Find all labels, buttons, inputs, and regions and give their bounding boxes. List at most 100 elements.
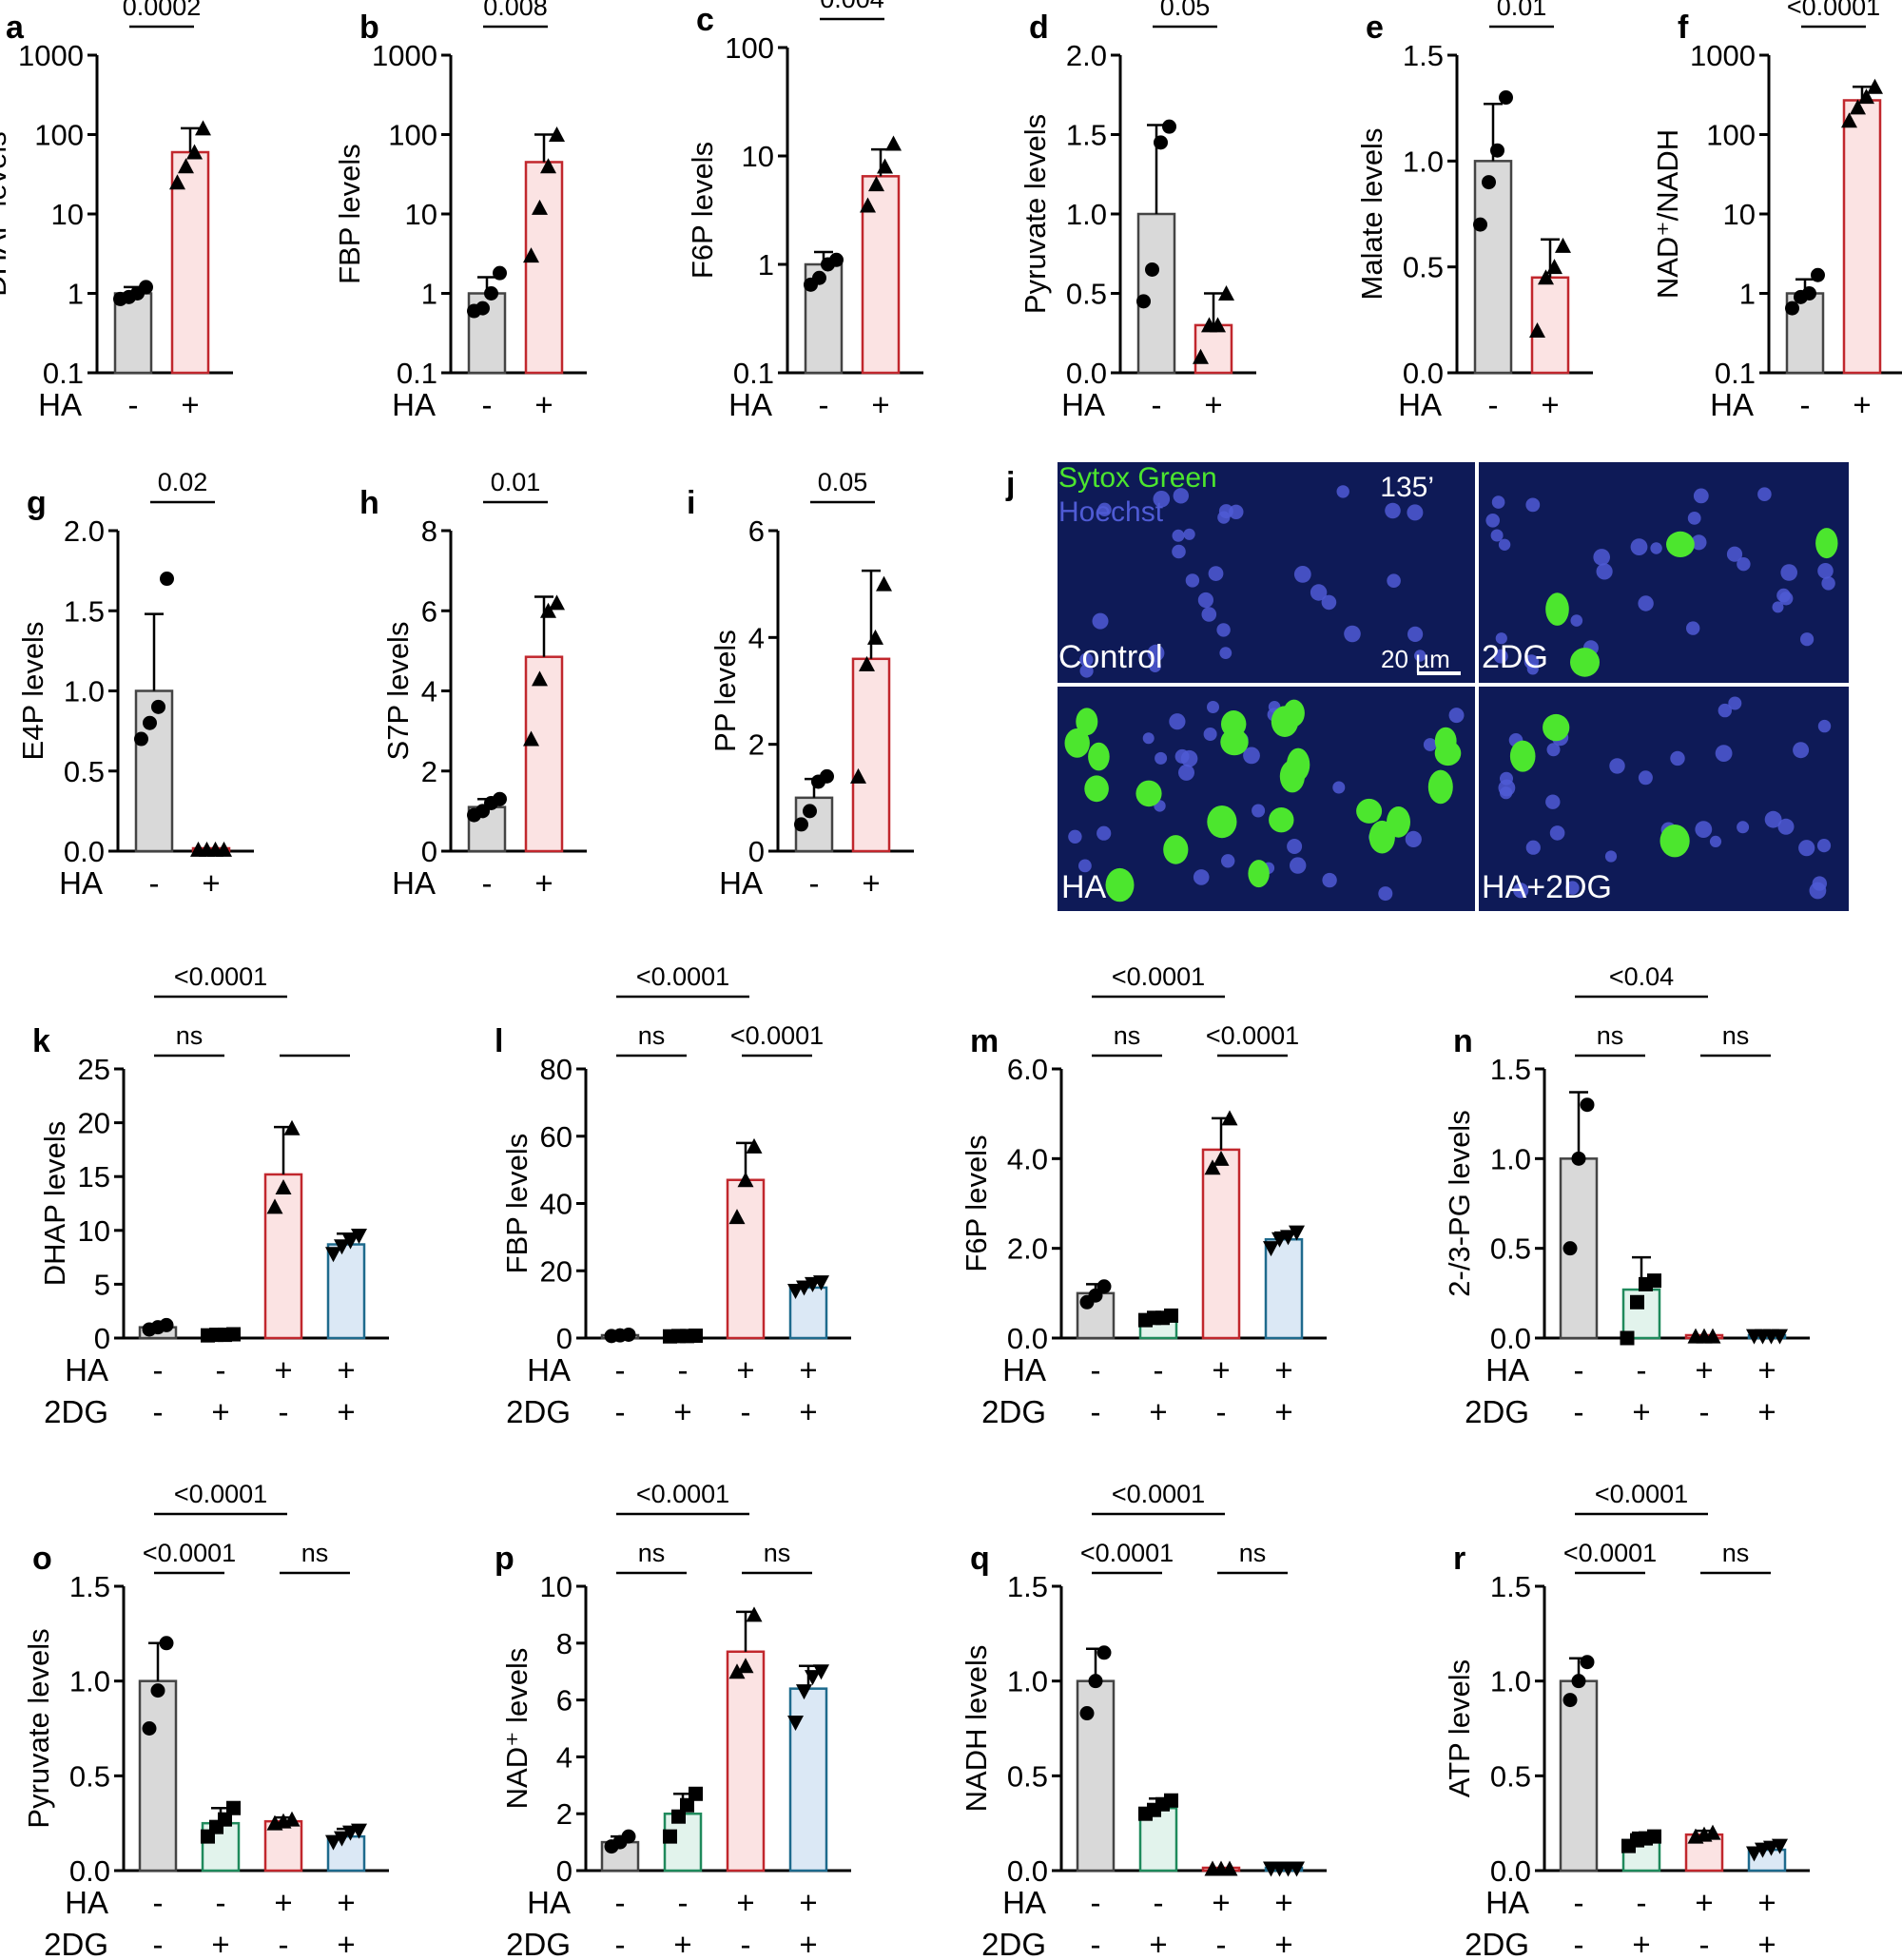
data-point-circle — [1571, 1151, 1586, 1166]
hoechst-nucleus — [1780, 564, 1797, 581]
y-tick-label: 1 — [68, 278, 84, 311]
data-point-circle — [1097, 1279, 1112, 1294]
y-tick-label: 1.0 — [1490, 1142, 1531, 1175]
panel-letter-k: k — [32, 1023, 50, 1059]
data-point-circle — [1097, 1645, 1112, 1660]
y-tick-label: 1000 — [18, 39, 84, 72]
y-tick-label: 0.5 — [1490, 1759, 1531, 1793]
hoechst-nucleus — [1172, 544, 1186, 559]
panel-b: b 0.1 1 10 100 1000 FBP levels HA - +0.008 — [333, 0, 587, 422]
y-tick-label: 1.5 — [64, 594, 105, 628]
data-point-triangle — [1221, 1860, 1238, 1876]
hoechst-nucleus — [1178, 764, 1194, 781]
panel-letter-a: a — [6, 10, 25, 46]
y-tick-label: 2 — [556, 1797, 573, 1831]
quadrant-label-ha: HA — [1061, 869, 1107, 905]
row-label-2dg: 2DG — [981, 1394, 1046, 1429]
data-point-square — [1647, 1829, 1661, 1844]
data-point-triangle — [1867, 78, 1883, 94]
row-label-ha: HA — [728, 387, 772, 422]
group-sign: + — [1757, 1394, 1776, 1429]
p-value-label: 0.008 — [483, 0, 548, 21]
p-value-label: ns — [301, 1539, 329, 1567]
group-sign: + — [799, 1885, 817, 1920]
group-sign: - — [1574, 1394, 1584, 1429]
y-axis-label: DHAP levels — [38, 1121, 71, 1286]
group-sign: + — [799, 1927, 817, 1960]
row-label-ha: HA — [1002, 1352, 1046, 1388]
data-point-triangle — [1204, 1159, 1221, 1175]
hoechst-nucleus — [1217, 511, 1231, 524]
y-tick-label: 1.5 — [69, 1570, 110, 1603]
y-tick-label: 2.0 — [1066, 39, 1107, 72]
data-point-square — [689, 1786, 703, 1801]
p-value-label: ns — [1722, 1539, 1750, 1567]
hoechst-nucleus — [1414, 650, 1426, 662]
group-sign: + — [1204, 387, 1222, 422]
data-point-inverted-triangle — [1772, 1838, 1788, 1854]
group-sign: + — [1695, 1885, 1713, 1920]
hoechst-nucleus — [1793, 742, 1810, 759]
p-value-label: <0.0001 — [1787, 0, 1880, 21]
y-axis-label: Malate levels — [1355, 128, 1388, 301]
data-point-inverted-triangle — [813, 1664, 829, 1680]
data-point-square — [1647, 1273, 1661, 1289]
sytox-dead-cell — [1076, 708, 1098, 736]
group-sign: - — [1091, 1927, 1101, 1960]
group-sign: - — [1216, 1394, 1227, 1429]
hoechst-nucleus — [1153, 491, 1171, 508]
bar-m-2 — [1201, 1148, 1241, 1340]
data-point-triangle — [532, 199, 548, 215]
y-tick-label: 1.0 — [1490, 1665, 1531, 1698]
hoechst-nucleus — [1726, 546, 1743, 562]
data-point-triangle — [885, 135, 902, 151]
data-point-circle — [143, 715, 157, 730]
group-sign: + — [736, 1885, 754, 1920]
hoechst-nucleus — [1816, 839, 1832, 853]
p-value-label: ns — [764, 1539, 791, 1567]
hoechst-nucleus — [1172, 529, 1185, 542]
bar-m-3 — [1264, 1237, 1304, 1340]
group-sign: + — [1757, 1885, 1776, 1920]
p-value-label: <0.0001 — [1563, 1539, 1657, 1567]
data-point-square — [226, 1327, 241, 1342]
panel-a: a 0.1 1 10 100 1000 DHAP levels HA - +0.0002 — [0, 0, 233, 422]
data-point-circle — [1562, 1241, 1578, 1256]
data-point-triangle — [523, 730, 539, 747]
panel-letter-o: o — [32, 1541, 52, 1577]
bar-k-2 — [263, 1173, 303, 1340]
p-value-label: <0.0001 — [174, 1480, 267, 1508]
hoechst-nucleus — [1092, 612, 1109, 630]
y-tick-label: 100 — [1706, 119, 1756, 152]
y-axis-label: NAD⁺/NADH — [1651, 129, 1684, 299]
group-sign: + — [274, 1352, 292, 1388]
hoechst-nucleus — [1287, 839, 1303, 854]
row-label-ha: HA — [1398, 387, 1442, 422]
hoechst-nucleus — [1078, 859, 1092, 873]
group-sign: - — [615, 1885, 626, 1920]
hoechst-nucleus — [1498, 538, 1511, 551]
y-tick-label: 0.1 — [43, 357, 84, 390]
group-sign: + — [211, 1927, 229, 1960]
y-tick-label: 0 — [556, 1322, 573, 1355]
data-point-triangle — [1210, 317, 1226, 333]
group-sign: - — [809, 865, 820, 901]
data-point-triangle — [532, 670, 548, 687]
hoechst-nucleus — [1197, 592, 1213, 609]
data-point-triangle — [1555, 237, 1571, 253]
hoechst-nucleus — [1344, 625, 1361, 643]
bar-r-0 — [1559, 1679, 1599, 1873]
data-point-triangle — [1850, 99, 1866, 115]
data-point-inverted-triangle — [351, 1823, 367, 1839]
data-point-triangle — [1193, 348, 1209, 364]
y-axis-label: FBP levels — [500, 1134, 534, 1274]
data-point-triangle — [1538, 269, 1554, 285]
data-point-triangle — [1858, 88, 1874, 105]
bar-l-2 — [726, 1178, 766, 1340]
data-point-triangle — [746, 1137, 763, 1154]
data-point-triangle — [1841, 112, 1857, 128]
p-value-label: <0.0001 — [730, 1021, 824, 1050]
hoechst-nucleus — [1549, 825, 1565, 841]
bar-b-1 — [524, 161, 564, 375]
data-point-triangle — [1529, 321, 1545, 338]
